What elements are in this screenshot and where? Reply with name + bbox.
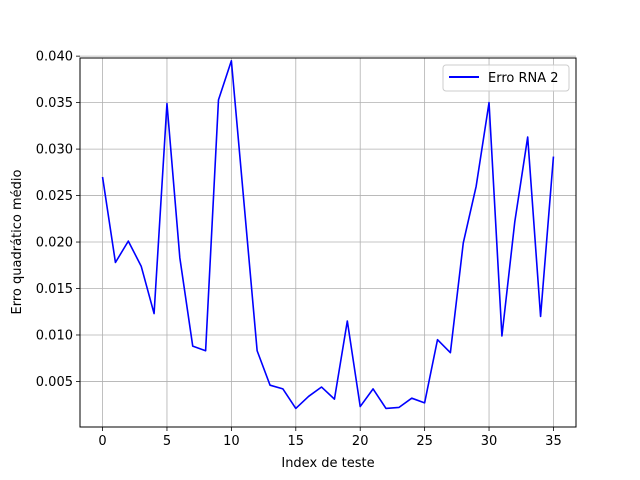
- x-tick-label: 25: [416, 434, 433, 449]
- plot-frame: [79, 57, 577, 428]
- y-axis: 0.005 0.010 0.015 0.020 0.025 0.030 0.035 0.040: [36, 50, 80, 390]
- legend-box: [442, 64, 570, 92]
- y-axis-label: Erro quadrático médio: [10, 169, 25, 314]
- x-tick-label: 5: [163, 434, 171, 449]
- y-tick-label: 0.010: [36, 328, 73, 343]
- legend: Erro RNA 2: [442, 64, 570, 92]
- plot-area: [80, 58, 576, 427]
- y-tick-label: 0.025: [36, 189, 73, 204]
- y-tick-label: 0.020: [36, 236, 73, 251]
- x-axis: 0 5 10 15 20 25 30 35: [98, 427, 562, 449]
- y-tick-label: 0.030: [36, 143, 73, 158]
- y-tick-label: 0.035: [36, 96, 73, 111]
- y-tick-label: 0.015: [36, 282, 73, 297]
- y-tick-label: 0.040: [36, 50, 73, 65]
- series-group: [101, 59, 555, 410]
- grid: [80, 55, 576, 427]
- x-tick-label: 10: [223, 434, 240, 449]
- series-line: [101, 59, 555, 410]
- x-tick-label: 0: [98, 434, 106, 449]
- x-axis-label: Index de teste: [281, 456, 374, 471]
- legend-label: Erro RNA 2: [488, 71, 559, 86]
- y-tick-label: 0.005: [36, 375, 73, 390]
- x-tick-label: 15: [288, 434, 305, 449]
- x-tick-label: 35: [545, 434, 562, 449]
- x-tick-label: 30: [481, 434, 498, 449]
- x-tick-label: 20: [352, 434, 369, 449]
